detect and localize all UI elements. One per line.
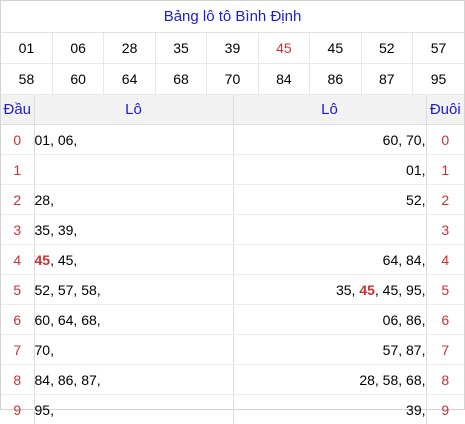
lo-row: 9 95, 39, 9 [1, 395, 464, 424]
lo-right-values: 57, 87, [233, 335, 426, 365]
number-cell: 52 [361, 33, 412, 64]
lo-left-values: 01, 06, [34, 125, 233, 155]
lo-left-values: 45, 45, [34, 245, 233, 275]
duoi-digit: 5 [426, 275, 464, 305]
number-cell: 39 [207, 33, 258, 64]
duoi-digit: 7 [426, 335, 464, 365]
lo-row: 4 45, 45, 64, 84, 4 [1, 245, 464, 275]
number-cell: 28 [104, 33, 155, 64]
duoi-digit: 2 [426, 185, 464, 215]
numbers-row: 58 60 64 68 70 84 86 87 95 [1, 64, 464, 95]
header-dau: Đầu [1, 95, 34, 125]
header-lo-right: Lô [233, 95, 426, 125]
duoi-digit: 1 [426, 155, 464, 185]
dau-digit: 2 [1, 185, 34, 215]
number-cell: 84 [258, 64, 309, 95]
lo-left-values: 28, [34, 185, 233, 215]
number-cell: 87 [361, 64, 412, 95]
duoi-digit: 4 [426, 245, 464, 275]
lo-left-values: 84, 86, 87, [34, 365, 233, 395]
duoi-digit: 3 [426, 215, 464, 245]
number-cell: 95 [413, 64, 465, 95]
number-cell: 57 [413, 33, 465, 64]
lo-left-values: 35, 39, [34, 215, 233, 245]
dau-digit: 4 [1, 245, 34, 275]
lo-right-values: 28, 58, 68, [233, 365, 426, 395]
lo-right-values: 01, [233, 155, 426, 185]
duoi-digit: 8 [426, 365, 464, 395]
lo-left-values: 52, 57, 58, [34, 275, 233, 305]
lo-row: 1 01, 1 [1, 155, 464, 185]
number-cell: 01 [1, 33, 52, 64]
lo-right-values: 60, 70, [233, 125, 426, 155]
lo-row: 5 52, 57, 58, 35, 45, 45, 95, 5 [1, 275, 464, 305]
number-cell: 06 [52, 33, 103, 64]
lo-right-values: 06, 86, [233, 305, 426, 335]
dau-digit: 1 [1, 155, 34, 185]
header-lo-left: Lô [34, 95, 233, 125]
numbers-grid: 01 06 28 35 39 45 45 52 57 58 60 64 68 7… [1, 33, 464, 95]
lo-header-row: Đầu Lô Lô Đuôi [1, 95, 464, 125]
lo-table: Đầu Lô Lô Đuôi 0 01, 06, 60, 70, 0 1 01,… [1, 95, 464, 424]
lo-row: 2 28, 52, 2 [1, 185, 464, 215]
dau-digit: 7 [1, 335, 34, 365]
lo-left-values: 60, 64, 68, [34, 305, 233, 335]
number-cell: 86 [310, 64, 361, 95]
lo-left-values [34, 155, 233, 185]
lo-row: 3 35, 39, 3 [1, 215, 464, 245]
dau-digit: 8 [1, 365, 34, 395]
lo-values-text: , 45, [50, 252, 77, 268]
lo-row: 6 60, 64, 68, 06, 86, 6 [1, 305, 464, 335]
number-cell: 64 [104, 64, 155, 95]
number-cell: 70 [207, 64, 258, 95]
number-cell-highlighted: 45 [258, 33, 309, 64]
dau-digit: 3 [1, 215, 34, 245]
dau-digit: 0 [1, 125, 34, 155]
number-cell: 68 [155, 64, 206, 95]
lo-left-values: 70, [34, 335, 233, 365]
duoi-digit: 6 [426, 305, 464, 335]
dau-digit: 9 [1, 395, 34, 424]
header-duoi: Đuôi [426, 95, 464, 125]
lo-right-values [233, 215, 426, 245]
lo-right-values: 39, [233, 395, 426, 424]
lo-values-text: , 45, 95, [375, 282, 426, 298]
dau-digit: 5 [1, 275, 34, 305]
lo-row: 7 70, 57, 87, 7 [1, 335, 464, 365]
lo-right-values: 35, 45, 45, 95, [233, 275, 426, 305]
duoi-digit: 9 [426, 395, 464, 424]
number-cell: 45 [310, 33, 361, 64]
number-cell: 60 [52, 64, 103, 95]
highlighted-number: 45 [35, 252, 51, 268]
lo-row: 0 01, 06, 60, 70, 0 [1, 125, 464, 155]
lottery-board: Bảng lô tô Bình Định 01 06 28 35 39 45 4… [0, 0, 465, 410]
highlighted-number: 45 [359, 282, 375, 298]
number-cell: 58 [1, 64, 52, 95]
lo-right-values: 52, [233, 185, 426, 215]
dau-digit: 6 [1, 305, 34, 335]
numbers-row: 01 06 28 35 39 45 45 52 57 [1, 33, 464, 64]
number-cell: 35 [155, 33, 206, 64]
duoi-digit: 0 [426, 125, 464, 155]
lo-right-values: 64, 84, [233, 245, 426, 275]
lo-values-text: 35, [336, 282, 359, 298]
board-title: Bảng lô tô Bình Định [1, 1, 464, 33]
lo-row: 8 84, 86, 87, 28, 58, 68, 8 [1, 365, 464, 395]
lo-left-values: 95, [34, 395, 233, 424]
